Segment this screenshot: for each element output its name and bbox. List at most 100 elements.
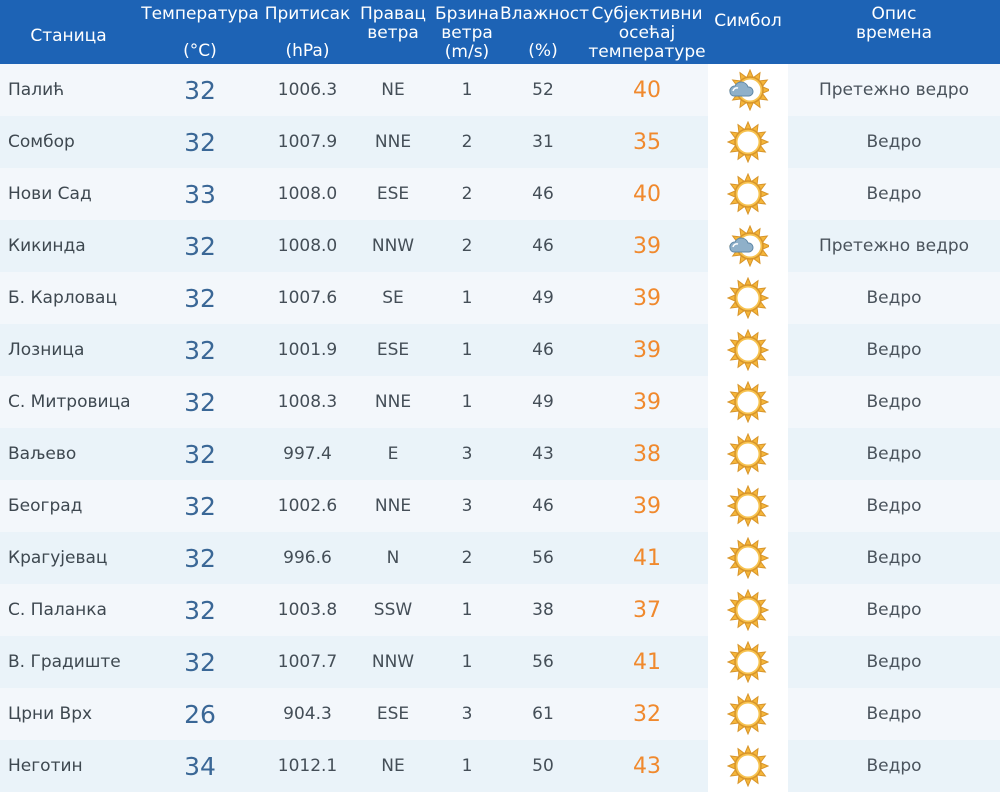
wind-direction-cell: E	[387, 444, 399, 464]
sun-icon	[726, 640, 770, 684]
description-cell: Ведро	[866, 652, 922, 672]
feels-like-cell: 38	[633, 441, 661, 467]
humidity-cell: 50	[532, 756, 554, 776]
symbol-cell	[708, 376, 788, 428]
temperature-cell: 32	[184, 127, 216, 157]
temperature-cell: 32	[184, 491, 216, 521]
description-cell: Ведро	[866, 184, 922, 204]
feels-like-cell: 39	[633, 389, 661, 415]
description-cell: Претежно ведро	[818, 80, 970, 100]
feels-like-cell: 43	[633, 753, 661, 779]
pressure-cell: 1007.7	[277, 652, 338, 672]
symbol-cell	[708, 688, 788, 740]
wind-direction-cell: NNW	[371, 652, 415, 672]
feels-like-cell: 39	[633, 493, 661, 519]
station-cell: Крагујевац	[8, 548, 108, 568]
header-station: Станица	[30, 25, 107, 46]
station-cell: Б. Карловац	[8, 288, 118, 308]
station-cell: Црни Врх	[8, 704, 93, 724]
wind-speed-cell: 2	[461, 548, 473, 568]
sun-icon	[726, 484, 770, 528]
sun-icon	[726, 744, 770, 788]
symbol-cell	[708, 480, 788, 532]
symbol-cell	[708, 116, 788, 168]
wind-direction-cell: NNW	[371, 236, 415, 256]
wind-direction-cell: NE	[381, 80, 405, 100]
description-cell: Ведро	[866, 392, 922, 412]
station-cell: Нови Сад	[8, 184, 92, 204]
humidity-cell: 49	[532, 392, 554, 412]
wind-direction-cell: N	[386, 548, 400, 568]
symbol-cell	[708, 168, 788, 220]
description-cell: Ведро	[866, 444, 922, 464]
symbol-cell	[708, 636, 788, 688]
symbol-cell	[708, 272, 788, 324]
station-cell: С. Паланка	[8, 600, 107, 620]
table-row: С. Митровица 32 1008.3 NNE 1 49 39 Ведро	[0, 376, 1000, 428]
pressure-cell: 1007.9	[277, 132, 338, 152]
pressure-cell: 1008.0	[277, 184, 338, 204]
temperature-cell: 32	[184, 647, 216, 677]
feels-like-cell: 39	[633, 285, 661, 311]
header-symbol: Симбол	[714, 11, 782, 31]
pressure-cell: 1006.3	[277, 80, 338, 100]
station-cell: Палић	[8, 80, 65, 100]
description-cell: Претежно ведро	[818, 236, 970, 256]
temperature-cell: 32	[184, 335, 216, 365]
pressure-cell: 1007.6	[277, 288, 338, 308]
wind-direction-cell: ESE	[376, 340, 410, 360]
humidity-cell: 43	[532, 444, 554, 464]
sun-icon	[726, 432, 770, 476]
station-cell: Лозница	[8, 340, 85, 360]
description-cell: Ведро	[866, 548, 922, 568]
humidity-cell: 52	[532, 80, 554, 100]
temperature-cell: 32	[184, 231, 216, 261]
description-cell: Ведро	[866, 340, 922, 360]
station-cell: С. Митровица	[8, 392, 131, 412]
table-row: Црни Врх 26 904.3 ESE 3 61 32 Ведро	[0, 688, 1000, 740]
wind-speed-cell: 3	[461, 444, 473, 464]
symbol-cell	[708, 740, 788, 792]
table-row: Ваљево 32 997.4 E 3 43 38 Ведро	[0, 428, 1000, 480]
wind-speed-cell: 1	[461, 288, 473, 308]
station-cell: Сомбор	[8, 132, 75, 152]
sun-icon	[726, 380, 770, 424]
humidity-cell: 46	[532, 340, 554, 360]
wind-speed-cell: 1	[461, 600, 473, 620]
table-row: Нови Сад 33 1008.0 ESE 2 46 40 Ведро	[0, 168, 1000, 220]
wind-speed-cell: 3	[461, 704, 473, 724]
header-feels-like: Субјективни осећај температуре	[588, 4, 706, 62]
temperature-cell: 33	[184, 179, 216, 209]
sun-icon	[726, 276, 770, 320]
wind-speed-cell: 1	[461, 756, 473, 776]
feels-like-cell: 40	[633, 181, 661, 207]
header-temperature: Температура (°C)	[141, 4, 259, 61]
symbol-cell	[708, 220, 788, 272]
description-cell: Ведро	[866, 288, 922, 308]
wind-speed-cell: 1	[461, 340, 473, 360]
feels-like-cell: 41	[633, 649, 661, 675]
feels-like-cell: 37	[633, 597, 661, 623]
temperature-cell: 32	[184, 387, 216, 417]
sun-icon	[726, 120, 770, 164]
sun-icon	[726, 692, 770, 736]
wind-speed-cell: 3	[461, 496, 473, 516]
wind-direction-cell: NNE	[374, 132, 412, 152]
feels-like-cell: 40	[633, 77, 661, 103]
table-body: Палић 32 1006.3 NE 1 52 40 Претежно ведро Сомбор…	[0, 64, 1000, 792]
pressure-cell: 1001.9	[277, 340, 338, 360]
table-row: Лозница 32 1001.9 ESE 1 46 39 Ведро	[0, 324, 1000, 376]
description-cell: Ведро	[866, 600, 922, 620]
pressure-cell: 1008.3	[277, 392, 338, 412]
temperature-cell: 26	[184, 699, 216, 729]
symbol-cell	[708, 584, 788, 636]
humidity-cell: 56	[532, 548, 554, 568]
symbol-cell	[708, 64, 788, 116]
feels-like-cell: 41	[633, 545, 661, 571]
humidity-cell: 61	[532, 704, 554, 724]
humidity-cell: 46	[532, 236, 554, 256]
wind-speed-cell: 2	[461, 236, 473, 256]
pressure-cell: 904.3	[283, 704, 332, 724]
wind-direction-cell: NNE	[374, 392, 412, 412]
